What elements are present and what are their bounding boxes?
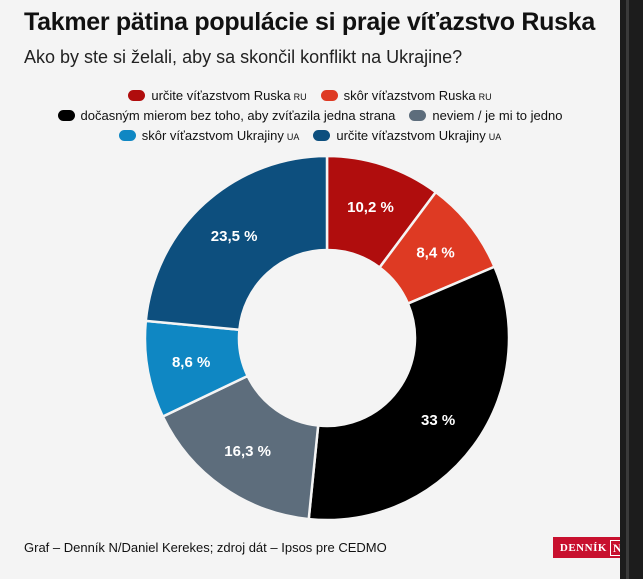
donut-slice — [161, 374, 320, 521]
legend-row-1: určite víťazstvom Ruska RU skôr víťazstvo… — [0, 85, 620, 105]
chart-subtitle: Ako by ste si želali, aby sa skončil kon… — [24, 47, 463, 67]
legend-swatch — [128, 89, 146, 101]
legend-label: dočasným mierom bez toho, aby zvíťazila … — [80, 107, 396, 123]
dennik-n-logo[interactable]: DENNÍK N — [553, 537, 632, 558]
legend-label: neviem / je mi to jedno — [432, 107, 563, 123]
legend-swatch — [313, 129, 331, 141]
legend-swatch — [409, 109, 427, 121]
donut-slice — [144, 154, 329, 332]
legend-item-temporary-peace: dočasným mierom bez toho, aby zvíťazila … — [57, 107, 396, 123]
slice-value-label: 33 % — [421, 412, 455, 429]
source-credit: Graf – Denník N/Daniel Kerekes; zdroj dá… — [24, 540, 387, 555]
legend-item-rather-russia: skôr víťazstvom Ruska RU — [320, 87, 492, 103]
slice-value-label: 16,3 % — [224, 443, 271, 460]
slice-value-label: 8,4 % — [416, 245, 454, 262]
legend-label: skôr víťazstvom Ukrajiny UA — [141, 127, 300, 143]
legend-label: určite víťazstvom Ruska RU — [151, 87, 307, 103]
donut-chart: 10,2 % 8,4 % 33 % 16,3 % 8,6 % 23,5 % — [143, 154, 511, 522]
chart-title: Takmer pätina populácie si praje víťazst… — [24, 8, 595, 36]
slice-value-label: 23,5 % — [211, 228, 258, 245]
legend-item-dont-know: neviem / je mi to jedno — [409, 108, 562, 123]
logo-text: DENNÍK — [559, 541, 607, 554]
legend-item-definitely-ukraine: určite víťazstvom Ukrajiny UA — [313, 128, 501, 143]
legend-item-rather-ukraine: skôr víťazstvom Ukrajiny UA — [118, 127, 300, 143]
legend-label: určite víťazstvom Ukrajiny UA — [336, 127, 502, 143]
legend-row-3: skôr víťazstvom Ukrajiny UA určite víťazs… — [0, 125, 620, 145]
window-edge — [620, 0, 643, 579]
legend-row-2: dočasným mierom bez toho, aby zvíťazila … — [0, 105, 620, 125]
legend-swatch — [320, 89, 338, 101]
legend: určite víťazstvom Ruska RU skôr víťazstvo… — [0, 85, 620, 145]
legend-item-definitely-russia: určite víťazstvom Ruska RU — [128, 87, 307, 103]
legend-swatch — [57, 109, 75, 121]
legend-label: skôr víťazstvom Ruska RU — [343, 87, 492, 103]
legend-swatch — [118, 129, 136, 141]
donut-slice — [307, 265, 511, 522]
slice-value-label: 10,2 % — [347, 199, 394, 216]
slice-value-label: 8,6 % — [172, 354, 210, 371]
